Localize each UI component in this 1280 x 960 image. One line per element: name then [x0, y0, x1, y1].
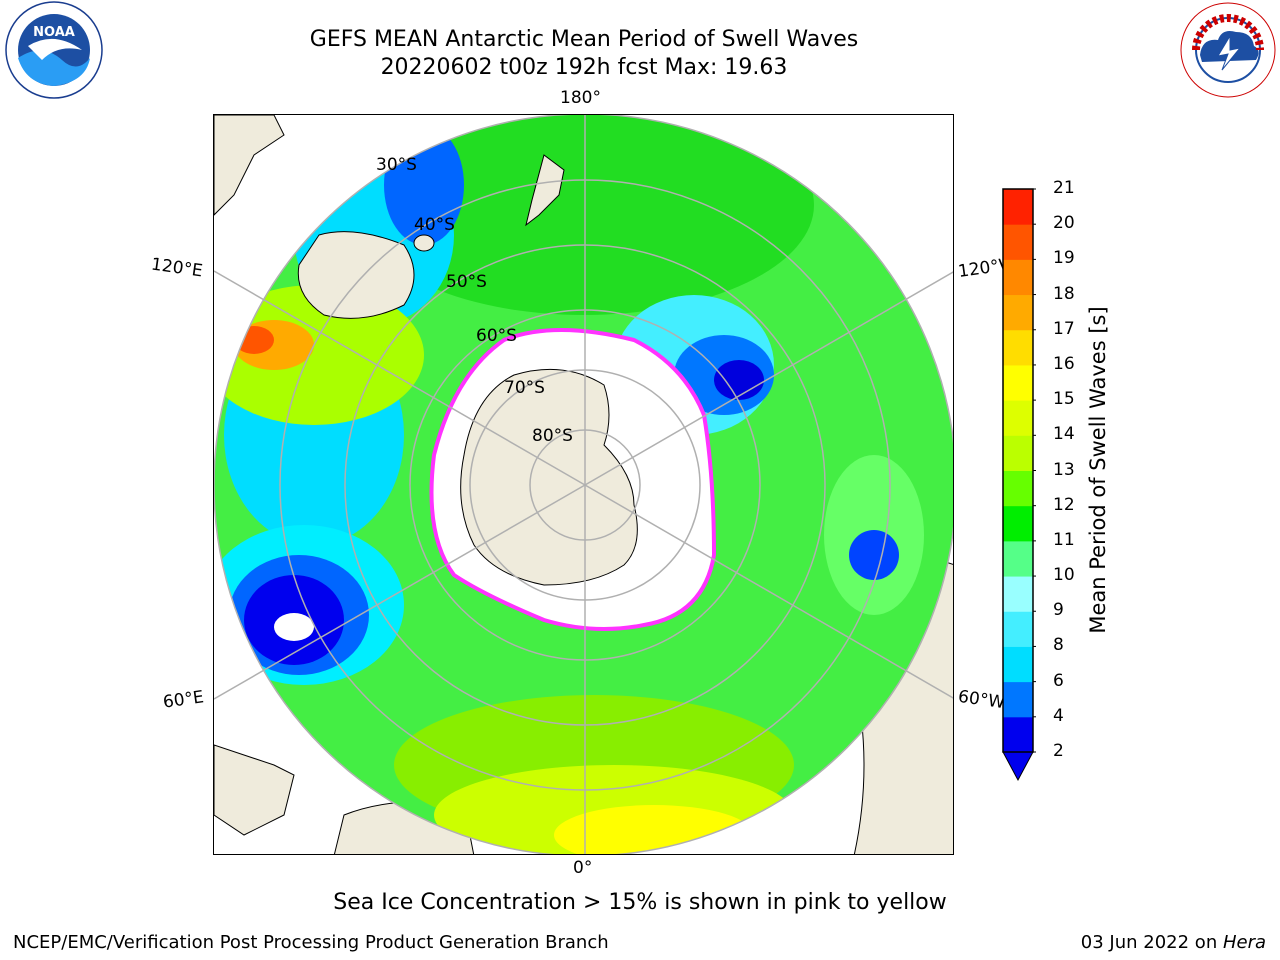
colorbar-tick-label: 19	[1053, 248, 1075, 269]
colorbar-label: Mean Period of Swell Waves [s]	[1086, 306, 1110, 634]
colorbar-segment	[1003, 646, 1033, 683]
footer-system: Hera	[1222, 932, 1266, 953]
colorbar-extend-arrow	[1002, 751, 1034, 782]
colorbar-tick-label: 21	[1053, 178, 1075, 198]
colorbar-segment	[1003, 294, 1033, 331]
new-zealand	[525, 154, 565, 227]
colorbar-tick-label: 8	[1053, 635, 1064, 656]
lat-label-50s: 50°S	[446, 272, 487, 292]
colorbar-segment	[1003, 716, 1033, 753]
polar-map: 30°S 40°S 50°S 60°S 70°S 80°S	[213, 114, 954, 855]
longitude-lines	[214, 115, 953, 854]
swell-period-field	[214, 115, 953, 854]
lat-label-40s: 40°S	[414, 215, 455, 235]
noaa-logo: NOAA	[5, 1, 103, 99]
footer-organization: NCEP/EMC/Verification Post Processing Pr…	[13, 932, 609, 953]
colorbar-tick-label: 17	[1053, 318, 1075, 339]
lon-label-60e: 60°E	[161, 687, 206, 713]
colorbar-tick-label: 9	[1053, 600, 1064, 621]
colorbar-tick-label: 18	[1053, 283, 1075, 304]
australia	[297, 231, 415, 319]
lat-label-80s: 80°S	[532, 426, 573, 446]
sea-ice-caption: Sea Ice Concentration > 15% is shown in …	[333, 890, 947, 915]
land-corner-tl	[214, 115, 285, 216]
lon-label-180: 180°	[560, 88, 601, 108]
colorbar-segment	[1003, 364, 1033, 401]
lat-label-60s: 60°S	[476, 326, 517, 346]
lon-label-120e: 120°E	[149, 254, 204, 282]
national-weather-service-logo	[1180, 2, 1276, 98]
colorbar	[1002, 188, 1036, 782]
colorbar-segment	[1003, 540, 1033, 577]
colorbar-tick-label: 14	[1053, 424, 1075, 445]
colorbar-segment	[1003, 611, 1033, 647]
colorbar-tick-label: 15	[1053, 389, 1075, 410]
svg-text:NOAA: NOAA	[33, 25, 75, 40]
colorbar-segment	[1003, 189, 1033, 225]
lat-label-70s: 70°S	[504, 378, 545, 398]
chart-title: GEFS MEAN Antarctic Mean Period of Swell…	[309, 27, 859, 52]
colorbar-segment	[1003, 400, 1033, 436]
footer-date-text: 03 Jun 2022 on	[1080, 932, 1223, 953]
colorbar-segment	[1003, 470, 1033, 507]
colorbar-segment	[1003, 576, 1033, 612]
colorbar-tick-label: 4	[1053, 705, 1064, 726]
colorbar-segment	[1003, 681, 1033, 718]
colorbar-tick-label: 10	[1053, 565, 1075, 586]
land-africa-tip	[214, 744, 295, 836]
colorbar-tick-label: 16	[1053, 353, 1075, 374]
colorbar-segment	[1003, 435, 1033, 471]
chart-subtitle: 20220602 t00z 192h fcst Max: 19.63	[380, 55, 788, 80]
lon-label-0: 0°	[573, 858, 593, 878]
lat-label-30s: 30°S	[376, 155, 417, 175]
colorbar-tick-label: 11	[1053, 529, 1075, 550]
colorbar-tick-label: 6	[1053, 670, 1064, 691]
lon-label-60w: 60°W	[956, 686, 1007, 714]
colorbar-segment	[1003, 329, 1033, 366]
colorbar-tick-label: 12	[1053, 494, 1075, 515]
colorbar-tick-label: 13	[1053, 459, 1075, 480]
tasmania	[413, 234, 435, 252]
colorbar-tick-label: 2	[1053, 741, 1064, 761]
colorbar-segment	[1003, 259, 1033, 296]
colorbar-segment	[1003, 505, 1033, 542]
colorbar-tick-label: 20	[1053, 213, 1075, 234]
colorbar-segment	[1003, 224, 1033, 260]
map-canvas: 30°S 40°S 50°S 60°S 70°S 80°S	[214, 115, 953, 854]
footer-date: 03 Jun 2022 on Hera	[1081, 932, 1266, 953]
